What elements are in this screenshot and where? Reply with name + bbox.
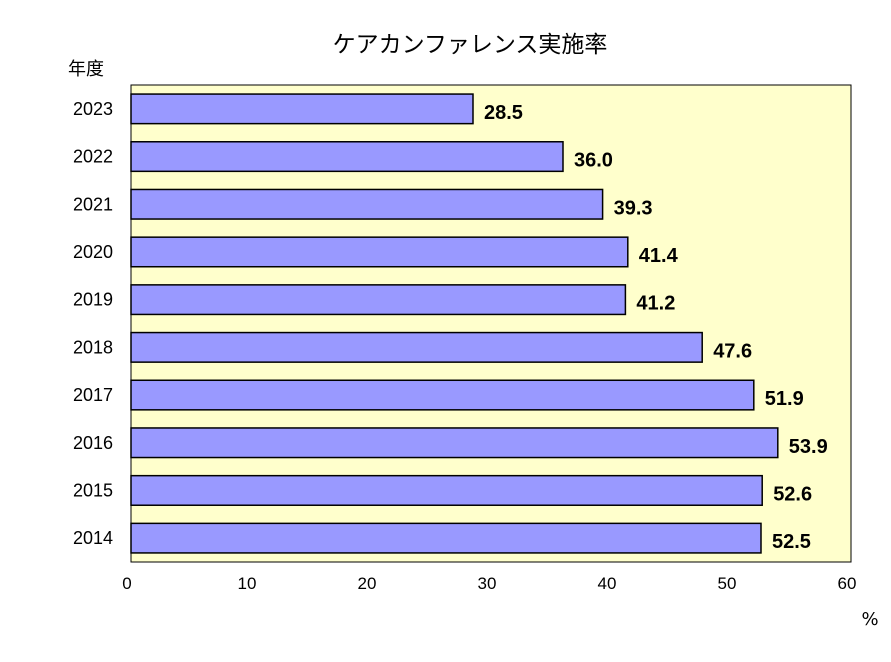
data-label-2018: 47.6 xyxy=(713,340,752,362)
data-label-2016: 53.9 xyxy=(789,436,828,458)
chart-title: ケアカンファレンス実施率 xyxy=(333,32,608,58)
x-tick-label-40: 40 xyxy=(598,574,617,593)
bar-2021 xyxy=(130,188,604,220)
y-tick-label-2022: 2022 xyxy=(73,147,113,167)
bar-2019 xyxy=(130,284,627,316)
x-tick-label-60: 60 xyxy=(838,574,857,593)
x-tick-labels: 0 10 20 30 40 50 60 xyxy=(122,574,856,593)
y-tick-label-2020: 2020 xyxy=(73,242,113,262)
y-tick-label-2015: 2015 xyxy=(73,480,113,500)
bar-2020 xyxy=(130,236,629,268)
x-tick-label-0: 0 xyxy=(122,574,131,593)
x-tick-label-20: 20 xyxy=(358,574,377,593)
y-tick-label-2023: 2023 xyxy=(73,99,113,119)
bar-2023 xyxy=(130,93,474,125)
y-tick-labels: 2023 2022 2021 2020 2019 2018 2017 2016 2015 2014 xyxy=(73,99,113,548)
data-label-2021: 39.3 xyxy=(614,197,653,219)
x-tick-label-10: 10 xyxy=(238,574,257,593)
bar-2016 xyxy=(130,427,779,459)
bar-2022 xyxy=(130,141,564,173)
x-axis-unit-label: % xyxy=(861,609,878,630)
x-tick-label-50: 50 xyxy=(718,574,737,593)
data-label-2014: 52.5 xyxy=(772,531,811,553)
bar-2014 xyxy=(130,522,762,554)
y-tick-label-2016: 2016 xyxy=(73,433,113,453)
data-label-2022: 36.0 xyxy=(574,150,613,172)
x-tick-label-30: 30 xyxy=(478,574,497,593)
y-tick-label-2014: 2014 xyxy=(73,528,113,548)
y-tick-label-2021: 2021 xyxy=(73,194,113,214)
y-tick-label-2018: 2018 xyxy=(73,337,113,357)
y-axis-label: 年度 xyxy=(68,59,104,80)
bars-layer xyxy=(130,93,779,554)
bar-2018 xyxy=(130,331,703,363)
data-label-2019: 41.2 xyxy=(636,293,675,315)
data-label-2023: 28.5 xyxy=(484,102,523,124)
y-tick-label-2019: 2019 xyxy=(73,290,113,310)
bar-2015 xyxy=(130,474,763,506)
data-label-2020: 41.4 xyxy=(639,245,679,267)
y-tick-label-2017: 2017 xyxy=(73,385,113,405)
bar-2017 xyxy=(130,379,755,411)
data-label-2015: 52.6 xyxy=(773,483,812,505)
data-labels-layer: 28.5 36.0 39.3 41.4 41.2 47.6 51.9 53.9 52.6 52.5 xyxy=(484,102,828,553)
data-label-2017: 51.9 xyxy=(765,388,804,410)
